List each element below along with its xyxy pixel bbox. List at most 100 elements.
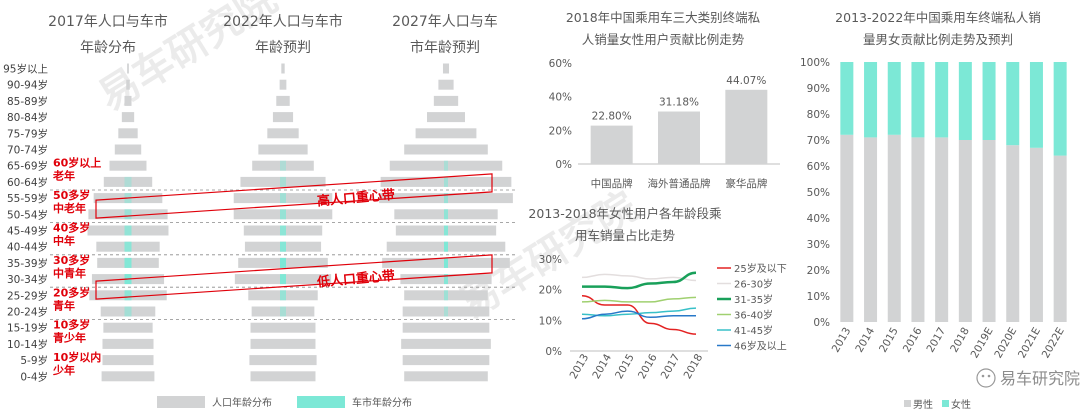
population-bar — [121, 112, 135, 123]
stage-label: 中青年 — [53, 266, 86, 280]
population-bar — [402, 306, 490, 317]
chart3-bar-segment — [840, 134, 854, 322]
chart3-xtick: 2013 — [830, 326, 854, 355]
chart3-xtick: 2019E — [969, 326, 996, 361]
population-bar — [126, 79, 130, 90]
population-band-outline — [95, 173, 493, 219]
wechat-icon — [987, 374, 991, 378]
chart3-bar-segment — [935, 62, 949, 138]
stage-label: 30多岁 — [53, 253, 90, 267]
pyramid-title: 2017年人口与车市 — [48, 13, 168, 30]
chart1-value-label: 22.80% — [592, 111, 632, 123]
age-group-label: 50-54岁 — [7, 208, 48, 221]
population-bar — [404, 144, 488, 155]
age-group-label: 10-14岁 — [7, 338, 48, 351]
chart1-bar — [725, 89, 768, 164]
stage-label: 40多岁 — [53, 221, 90, 235]
population-bar — [252, 160, 314, 171]
car-market-bar — [124, 209, 132, 220]
population-bar — [127, 63, 129, 74]
chart1-ytick: 0% — [555, 159, 572, 171]
population-bar — [427, 112, 465, 123]
chart3-bar-segment — [1029, 147, 1043, 322]
chart3-ytick: 60% — [807, 161, 830, 173]
chart3-bar-segment — [864, 137, 878, 322]
car-market-bar — [280, 176, 286, 187]
chart2-ytick: 0% — [545, 346, 562, 358]
chart1-value-label: 31.18% — [659, 97, 699, 109]
chart2-series-line — [581, 273, 697, 282]
chart2-xtick: 2018 — [682, 352, 706, 381]
age-group-label: 45-49岁 — [7, 225, 48, 238]
population-bar — [109, 160, 147, 171]
chart3-ytick: 50% — [807, 187, 830, 199]
age-group-label: 30-34岁 — [7, 273, 48, 286]
wechat-account-label: 易车研究院 — [1000, 369, 1080, 388]
car-market-bar — [280, 160, 286, 171]
chart3-title: 2013-2022年中国乘用车终端私人销 — [835, 10, 1041, 25]
chart1-bar — [658, 111, 700, 164]
chart3-bar-segment — [1006, 62, 1020, 146]
car-market-bar — [444, 209, 448, 220]
pyramid-title: 2027年人口与车 — [392, 13, 498, 30]
age-group-label: 90-94岁 — [7, 79, 48, 92]
chart1-title: 人销量女性用户贡献比例走势 — [582, 32, 745, 47]
chart3-bar-segment — [1053, 62, 1067, 156]
car-market-bar — [444, 306, 448, 317]
wechat-icon — [981, 374, 985, 378]
population-bar — [281, 63, 285, 74]
population-bar — [103, 176, 153, 187]
population-bar — [118, 128, 138, 139]
legend-label-population: 人口年龄分布 — [212, 396, 272, 409]
chart3-ytick: 80% — [807, 109, 830, 121]
car-market-bar — [280, 209, 286, 220]
population-bar — [124, 95, 132, 106]
chart3-xtick: 2014 — [853, 325, 877, 354]
chart2-legend-label: 31-35岁 — [734, 293, 773, 306]
population-bar — [250, 322, 316, 333]
chart3-xtick: 2022E — [1040, 326, 1067, 361]
pyramid-title: 2022年人口与车市 — [223, 13, 343, 30]
car-market-bar — [444, 225, 448, 236]
stage-label: 中年 — [53, 234, 75, 248]
population-bar — [389, 160, 503, 171]
chart2-legend-label: 41-45岁 — [734, 324, 773, 337]
car-market-bar — [444, 193, 448, 204]
chart2-xtick: 2014 — [590, 352, 614, 381]
chart2-title: 用车销量占比走势 — [575, 228, 676, 243]
stage-label: 50多岁 — [53, 188, 90, 202]
population-bar — [438, 79, 454, 90]
car-market-bar — [444, 241, 448, 252]
chart1-value-label: 44.07% — [726, 75, 766, 87]
stage-label: 60岁以上 — [53, 156, 101, 170]
age-group-label: 85-89岁 — [7, 95, 48, 108]
chart2-series-line — [581, 296, 697, 303]
chart2-series-line — [582, 271, 697, 290]
car-market-bar — [444, 257, 448, 268]
chart1-ytick: 20% — [549, 125, 572, 137]
chart1-category-label: 海外普通品牌 — [648, 177, 711, 190]
chart2-xtick: 2016 — [636, 352, 660, 381]
chart3-bar-segment — [935, 137, 949, 322]
age-group-label: 20-24岁 — [7, 306, 48, 319]
car-market-bar — [280, 274, 286, 285]
age-group-label: 5-9岁 — [20, 354, 48, 367]
chart3-xtick: 2021E — [1016, 326, 1043, 361]
chart3-xtick: 2016 — [901, 325, 925, 354]
age-group-label: 35-39岁 — [7, 257, 48, 270]
age-group-label: 40-44岁 — [7, 241, 48, 254]
population-bar — [404, 371, 488, 382]
population-bar — [250, 338, 316, 349]
population-bar — [240, 176, 326, 187]
car-market-bar — [124, 225, 132, 236]
chart3-legend-label: 女性 — [951, 398, 971, 411]
population-bar — [101, 371, 155, 382]
car-market-bar — [280, 193, 286, 204]
car-market-bar — [124, 257, 132, 268]
car-market-bar — [124, 176, 132, 187]
car-market-bar — [280, 241, 286, 252]
population-bar — [251, 306, 315, 317]
car-market-bar — [280, 290, 286, 301]
chart3-ytick: 70% — [807, 135, 830, 147]
chart3-ytick: 0% — [813, 317, 830, 329]
